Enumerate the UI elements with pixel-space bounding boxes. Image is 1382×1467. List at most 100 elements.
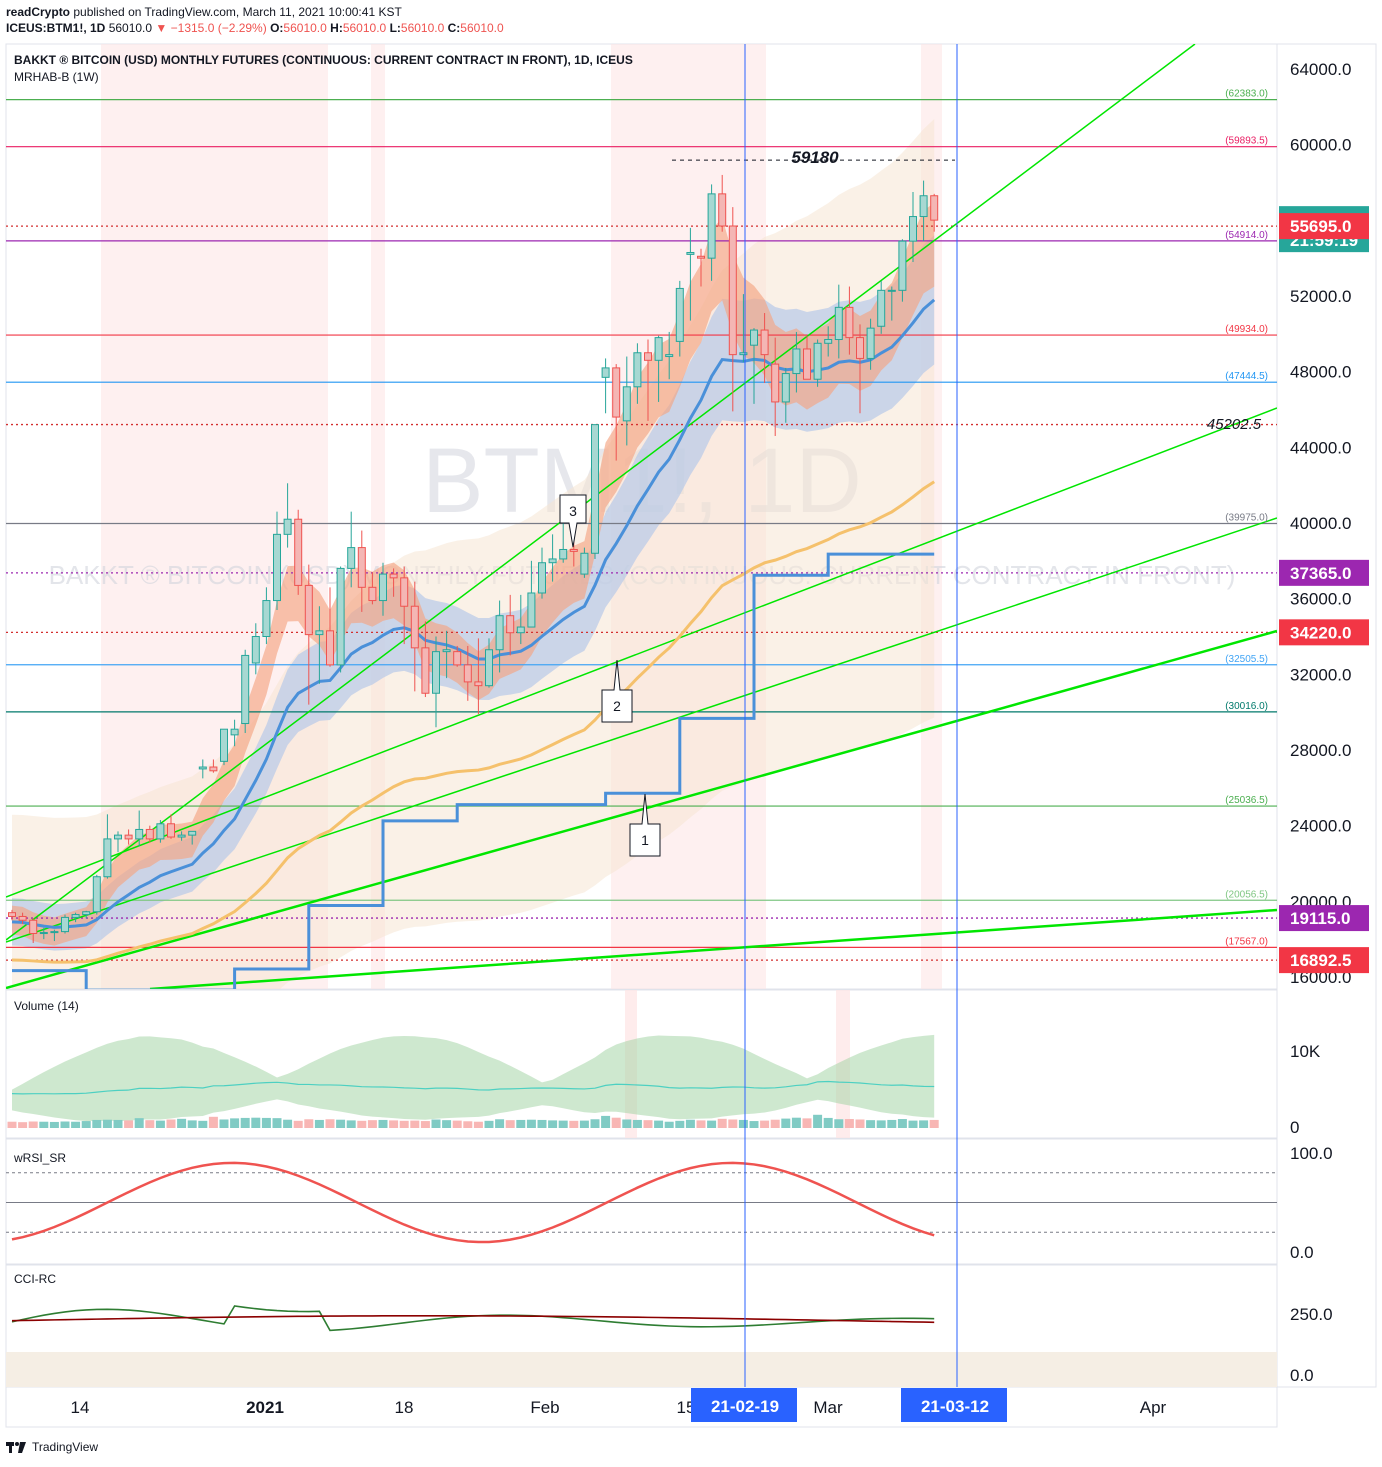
volume-bar	[28, 1121, 38, 1128]
volume-bar	[579, 1120, 589, 1128]
candle	[718, 174, 727, 232]
wrsi-pane[interactable]	[5, 1138, 1278, 1265]
volume-bar	[929, 1119, 939, 1128]
candle	[633, 343, 642, 404]
candle	[887, 286, 896, 321]
time-axis[interactable]	[5, 1386, 1278, 1428]
candle-body	[135, 828, 144, 840]
main-plot-layer: 1 2 3	[6, 44, 1277, 989]
volume-bar	[569, 1120, 579, 1128]
candle-body	[718, 193, 727, 227]
volume-bar	[420, 1121, 430, 1128]
candle	[368, 572, 377, 605]
volume-bar	[632, 1119, 642, 1128]
candle	[262, 587, 271, 645]
volume-bar	[113, 1119, 123, 1128]
volume-bar	[410, 1120, 420, 1128]
trend-line	[6, 517, 1277, 943]
candle	[898, 239, 907, 302]
volume-bar	[707, 1120, 717, 1128]
y-tick-label: 40000.0	[1290, 514, 1351, 533]
candle-body	[569, 548, 578, 552]
candle	[177, 831, 186, 841]
publisher-line: readCrypto published on TradingView.com,…	[6, 4, 504, 20]
x-tick-label: 18	[395, 1398, 414, 1417]
candle-body	[665, 354, 674, 358]
legend-indicator[interactable]: MRHAB-B (1W)	[14, 70, 99, 84]
candle-body	[71, 914, 80, 918]
candle-body	[8, 912, 16, 917]
candle	[506, 594, 515, 656]
candle-body	[739, 352, 748, 356]
publish-header: readCrypto published on TradingView.com,…	[6, 4, 504, 36]
candle-body	[61, 916, 69, 933]
volume-bar	[516, 1119, 526, 1128]
volume-bar	[823, 1117, 833, 1128]
candle-body	[506, 615, 515, 634]
candle	[8, 909, 16, 921]
candle	[654, 335, 663, 402]
candle-body	[866, 327, 875, 359]
volume-bar	[367, 1120, 377, 1128]
level-label: (30016.0)	[1225, 701, 1268, 712]
candle-body	[357, 547, 366, 588]
price-axis[interactable]	[1276, 43, 1377, 1388]
candle	[824, 326, 833, 357]
candle-body	[103, 838, 112, 878]
candle-body	[771, 363, 780, 403]
volume-bar	[855, 1119, 865, 1128]
candle	[728, 207, 737, 412]
candle-body	[919, 195, 928, 218]
volume-layer: 10K 0	[7, 1034, 1321, 1137]
volume-bar	[505, 1120, 515, 1128]
volume-bar	[81, 1121, 91, 1128]
candle-body	[527, 592, 536, 628]
y-tick-label: 60000.0	[1290, 136, 1351, 155]
candle-body	[114, 834, 122, 840]
candle	[686, 227, 695, 321]
level-label: (49934.0)	[1225, 324, 1268, 335]
x-tick-label: Mar	[813, 1398, 843, 1417]
volume-bar	[526, 1119, 536, 1128]
volume-bar	[7, 1121, 17, 1128]
volume-bar	[208, 1116, 218, 1128]
candle	[198, 759, 207, 779]
candle	[432, 636, 440, 728]
candle	[400, 566, 409, 645]
volume-bar	[908, 1120, 918, 1128]
tradingview-brand[interactable]: TradingView	[32, 1440, 99, 1454]
volume-bar	[590, 1119, 600, 1128]
candle-body	[241, 654, 250, 725]
legend-title[interactable]: BAKKT ® BITCOIN (USD) MONTHLY FUTURES (C…	[14, 53, 633, 67]
candle-body	[601, 367, 610, 378]
candle	[803, 335, 811, 380]
candle	[516, 594, 525, 645]
candle-body	[538, 562, 546, 594]
level-label: (39975.0)	[1225, 512, 1268, 523]
candle-body	[188, 830, 197, 836]
callout-label: 1	[641, 832, 649, 848]
volume-bar	[791, 1117, 801, 1128]
publisher-name[interactable]: readCrypto	[6, 5, 71, 19]
volume-bar	[240, 1117, 250, 1128]
volume-bar	[357, 1120, 367, 1128]
candle-body	[559, 548, 568, 560]
candle-body	[612, 367, 621, 418]
candle-body	[220, 728, 228, 762]
volume-ma-line	[11, 1080, 935, 1095]
volume-legend[interactable]: Volume (14)	[14, 999, 79, 1013]
blue-curve	[11, 298, 936, 929]
trend-line	[6, 44, 1196, 941]
candle-body	[591, 424, 599, 554]
candle-body	[262, 600, 271, 638]
volume-bar	[293, 1120, 303, 1128]
cci-signal-line	[11, 1314, 935, 1324]
wrsi-legend[interactable]: wRSI_SR	[13, 1151, 66, 1165]
volume-bar	[781, 1118, 791, 1128]
cci-legend[interactable]: CCI-RC	[14, 1272, 56, 1286]
candle-body	[92, 876, 101, 913]
volume-bar	[272, 1118, 282, 1128]
open-label: O:	[270, 21, 284, 35]
candle	[209, 759, 218, 773]
